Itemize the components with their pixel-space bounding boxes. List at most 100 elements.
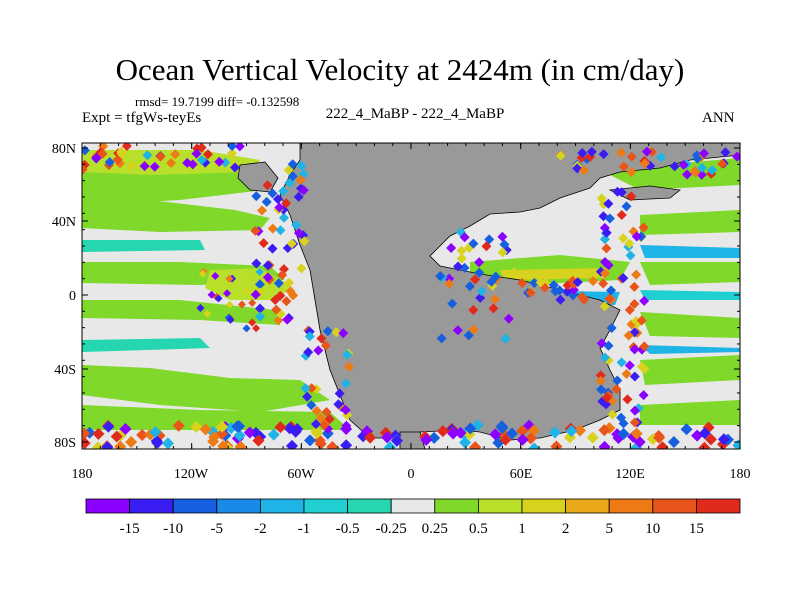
field-cell: [555, 150, 566, 161]
field-cell: [233, 429, 246, 442]
field-cell: [476, 286, 487, 297]
field-cell: [516, 433, 529, 446]
field-cell: [639, 364, 650, 375]
field-cell: [603, 340, 614, 351]
field-cell: [690, 167, 701, 178]
experiment-label: Expt = tfgWs-teyEs: [82, 110, 202, 126]
field-cell: [459, 436, 472, 449]
colorbar-swatch: [608, 498, 654, 514]
field-cell: [196, 303, 205, 312]
field-cell: [125, 435, 138, 448]
field-cell: [315, 413, 326, 424]
field-cell: [622, 394, 633, 405]
field-cell: [267, 223, 278, 234]
field-cell: [198, 269, 207, 278]
field-cell: [82, 437, 91, 449]
field-cell: [468, 304, 479, 315]
field-cell: [599, 257, 610, 268]
field-cell: [528, 442, 541, 449]
field-cell: [92, 427, 105, 440]
field-cell: [446, 242, 457, 253]
colorbar-swatch: [85, 498, 130, 514]
field-cell: [220, 157, 231, 168]
field-cell: [321, 406, 332, 417]
field-cell: [629, 281, 640, 292]
field-cell: [641, 146, 652, 157]
field-cell: [286, 238, 297, 249]
field-cell: [136, 429, 149, 442]
field-cell: [489, 428, 502, 441]
field-cell: [255, 267, 264, 276]
field-cell: [464, 281, 475, 292]
field-cell: [196, 143, 207, 153]
field-cell: [616, 357, 627, 368]
lon-tick-180w: 180: [72, 467, 93, 482]
field-cell: [656, 152, 667, 163]
field-cell: [267, 188, 278, 199]
field-cell: [667, 435, 680, 448]
field-cell: [341, 420, 352, 431]
lat-tick-40s: 40S: [54, 363, 76, 378]
field-cell: [639, 295, 650, 306]
field-cell: [599, 301, 610, 312]
field-cell: [110, 430, 123, 443]
field-cell: [669, 161, 680, 172]
season-label: ANN: [702, 110, 735, 126]
land-mass: [279, 143, 740, 441]
field-cell: [612, 375, 623, 386]
field-cell: [596, 384, 607, 395]
field-cell: [306, 400, 317, 411]
field-cell: [278, 186, 289, 197]
field-cell: [311, 405, 322, 416]
field-cell: [621, 368, 632, 379]
field-cell: [291, 219, 302, 230]
field-cell: [248, 318, 257, 327]
field-cell: [217, 440, 230, 449]
field-cell: [638, 222, 649, 233]
field-cell: [525, 287, 536, 298]
colorbar: [85, 498, 741, 514]
field-cell: [624, 304, 635, 315]
field-cell: [300, 383, 311, 394]
field-cell: [484, 234, 495, 245]
field-cell: [456, 245, 467, 256]
field-cell: [626, 151, 637, 162]
field-cell: [617, 427, 630, 440]
field-cell: [704, 433, 717, 446]
field-cell: [281, 296, 292, 307]
field-cell: [717, 433, 730, 446]
field-cell: [101, 441, 114, 449]
field-cell: [639, 341, 650, 352]
lat-tick-80n: 80N: [52, 142, 76, 157]
field-cell: [463, 330, 474, 341]
field-cell: [629, 405, 640, 416]
field-cell: [474, 257, 485, 268]
lon-tick-60w: 60W: [287, 467, 315, 482]
field-cell: [470, 274, 481, 285]
field-cell: [600, 268, 611, 279]
field-cell: [680, 423, 693, 436]
field-cell: [517, 278, 528, 289]
colorbar-label: 15: [689, 521, 704, 537]
field-cell: [629, 298, 640, 309]
field-cell: [291, 423, 304, 436]
field-cell: [629, 417, 640, 428]
lat-axis: 80N 40N 0 40S 80S: [52, 142, 76, 451]
field-cell: [262, 180, 273, 191]
field-cell: [211, 271, 220, 280]
field-cell: [255, 311, 266, 322]
field-cell: [604, 293, 615, 304]
colorbar-label: -0.25: [376, 521, 407, 537]
field-cell: [535, 277, 546, 288]
colorbar-label: -5: [211, 521, 224, 537]
field-cell: [603, 198, 614, 209]
field-cell: [97, 148, 108, 159]
field-cell: [732, 151, 740, 162]
field-cell: [252, 324, 261, 333]
field-cell: [598, 149, 609, 160]
field-cell: [283, 422, 296, 435]
field-cell: [639, 158, 650, 169]
field-cell: [322, 326, 333, 337]
field-cell: [261, 196, 272, 207]
